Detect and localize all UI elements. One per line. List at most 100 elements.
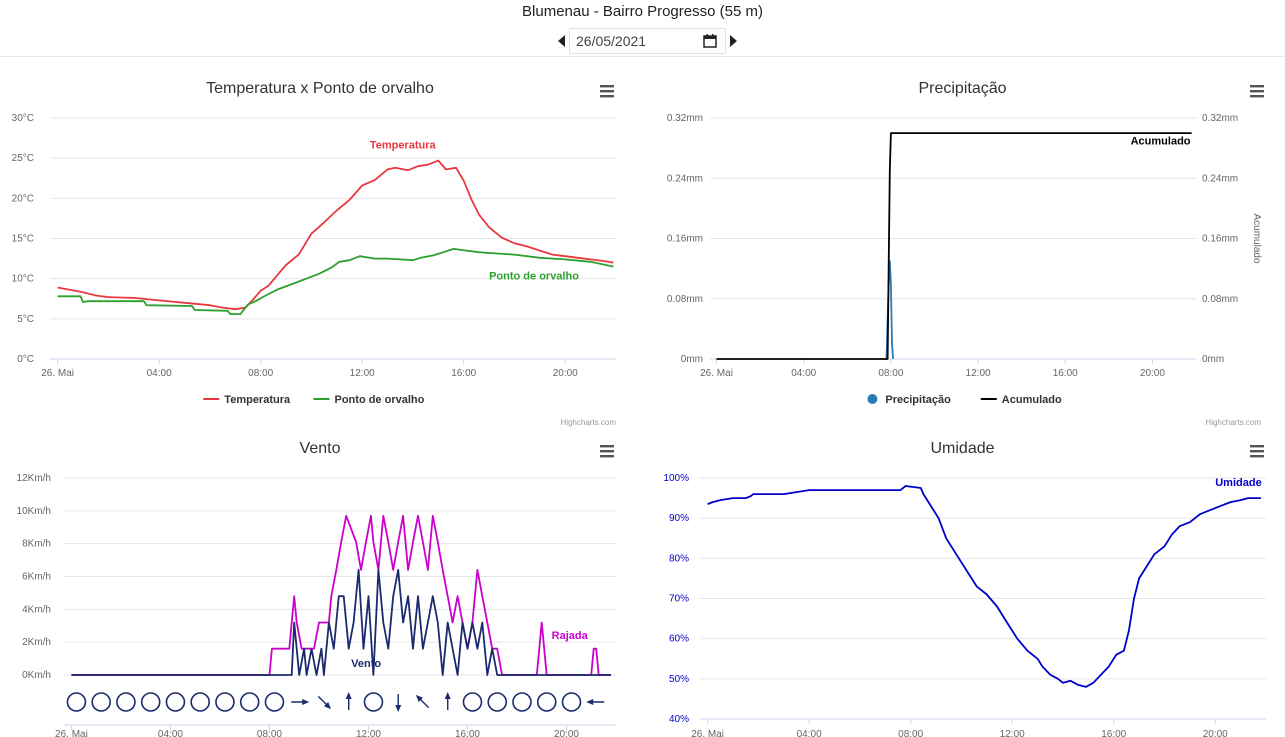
y-tick-label: 0.24mm bbox=[667, 173, 703, 184]
chart-title: Umidade bbox=[930, 440, 994, 457]
chart-menu-icon[interactable] bbox=[600, 85, 614, 98]
calm-wind-icon bbox=[190, 692, 210, 712]
chart-menu-icon[interactable] bbox=[1250, 85, 1264, 98]
highcharts-credits: Highcharts.com bbox=[1205, 418, 1261, 427]
legend-item[interactable]: Ponto de orvalho bbox=[313, 394, 425, 406]
series-label: Ponto de orvalho bbox=[489, 270, 579, 282]
previous-day-button[interactable] bbox=[555, 31, 569, 51]
legend-item[interactable]: Acumulado bbox=[980, 394, 1062, 406]
y-tick-label: 5°C bbox=[17, 314, 34, 325]
caret-right-icon bbox=[730, 35, 737, 47]
wind-arrow-icon bbox=[444, 692, 451, 710]
calm-wind-icon bbox=[264, 692, 285, 712]
legend-label: Ponto de orvalho bbox=[335, 394, 425, 406]
calendar-icon[interactable] bbox=[703, 34, 717, 48]
y2-tick-label: 0.16mm bbox=[1202, 234, 1238, 245]
calm-wind-icon bbox=[91, 692, 111, 712]
wind-arrow-icon bbox=[395, 694, 402, 712]
chart-menu-icon[interactable] bbox=[600, 445, 614, 458]
y-tick-label: 30°C bbox=[12, 113, 34, 124]
series-label: Vento bbox=[351, 658, 381, 670]
series-label: Acumulado bbox=[1131, 135, 1191, 147]
legend-item[interactable]: Precipitação bbox=[867, 394, 951, 406]
chart-menu-icon[interactable] bbox=[1250, 445, 1264, 458]
legend-item[interactable]: Temperatura bbox=[203, 394, 291, 406]
y-tick-label: 60% bbox=[669, 634, 689, 645]
temperature-chart: Temperatura x Ponto de orvalho 0°C 5°C 10°C… bbox=[0, 58, 640, 430]
y2-axis-title: Acumulado bbox=[1251, 213, 1262, 263]
y-tick-label: 80% bbox=[669, 553, 689, 564]
calm-wind-icon bbox=[487, 692, 508, 712]
legend-label: Temperatura bbox=[224, 394, 291, 406]
precipitation-chart: Precipitação 0mm 0mm 0.08mm 0.08mm 0.16mm 0.16… bbox=[640, 58, 1285, 430]
wind-arrow-icon bbox=[317, 695, 332, 710]
y-tick-label: 0mm bbox=[681, 354, 703, 365]
wind-chart: Vento 0Km/h 2Km/h 4Km/h 6Km/h 8Km/h 10Km/h 12Km… bbox=[0, 430, 640, 737]
chart-title: Precipitação bbox=[918, 80, 1006, 97]
y-tick-label: 0°C bbox=[17, 354, 34, 365]
wind-direction-row bbox=[66, 692, 605, 712]
y-tick-label: 8Km/h bbox=[22, 539, 51, 550]
x-tick-label: 26. Mai bbox=[41, 368, 74, 379]
y-tick-label: 15°C bbox=[12, 234, 34, 245]
y-tick-label: 0Km/h bbox=[22, 670, 51, 681]
station-title: Blumenau - Bairro Progresso (55 m) bbox=[522, 3, 763, 20]
y-tick-label: 0.16mm bbox=[667, 234, 703, 245]
y-tick-label: 70% bbox=[669, 594, 689, 605]
y-tick-label: 0.08mm bbox=[667, 294, 703, 305]
y2-tick-label: 0mm bbox=[1202, 354, 1224, 365]
wind-arrow-icon bbox=[291, 699, 310, 705]
wind-arrow-icon bbox=[415, 694, 430, 709]
series-label: Temperatura bbox=[370, 140, 437, 152]
series-temperatura bbox=[57, 159, 614, 311]
y-tick-label: 90% bbox=[669, 513, 689, 524]
y2-tick-label: 0.08mm bbox=[1202, 294, 1238, 305]
calm-wind-icon bbox=[462, 692, 483, 712]
x-tick-label: 08:00 bbox=[878, 368, 903, 379]
wind-arrow-icon bbox=[345, 692, 352, 710]
y-tick-label: 10Km/h bbox=[17, 506, 51, 517]
x-tick-label: 26. Mai bbox=[700, 368, 733, 379]
humidity-chart: Umidade 40% 50% 60% 70% 80% 90% 100% 26. Mai 04:0… bbox=[640, 430, 1285, 737]
series-line bbox=[57, 159, 614, 311]
calm-wind-icon bbox=[165, 692, 186, 712]
chart-title: Vento bbox=[300, 440, 341, 457]
y-tick-label: 6Km/h bbox=[22, 572, 51, 583]
y-tick-label: 2Km/h bbox=[22, 637, 51, 648]
x-tick-label: 12:00 bbox=[356, 729, 381, 737]
date-field[interactable] bbox=[569, 28, 726, 54]
calm-wind-icon bbox=[239, 692, 260, 712]
x-tick-label: 26. Mai bbox=[55, 729, 88, 737]
y-tick-label: 4Km/h bbox=[22, 604, 51, 615]
x-tick-label: 20:00 bbox=[1140, 368, 1165, 379]
calm-wind-icon bbox=[116, 692, 136, 712]
legend-label: Precipitação bbox=[885, 394, 951, 406]
y-tick-label: 40% bbox=[669, 714, 689, 725]
next-day-button[interactable] bbox=[726, 31, 740, 51]
date-input[interactable] bbox=[576, 33, 696, 49]
x-tick-label: 12:00 bbox=[966, 368, 991, 379]
wind-arrow-icon bbox=[586, 699, 605, 705]
x-tick-label: 08:00 bbox=[898, 729, 923, 737]
x-tick-label: 04:00 bbox=[791, 368, 816, 379]
y-tick-label: 12Km/h bbox=[17, 473, 51, 484]
calm-wind-icon bbox=[215, 692, 235, 712]
x-tick-label: 08:00 bbox=[248, 368, 273, 379]
x-tick-label: 16:00 bbox=[451, 368, 476, 379]
x-tick-label: 16:00 bbox=[455, 729, 480, 737]
calm-wind-icon bbox=[561, 692, 582, 712]
series-line bbox=[716, 132, 1192, 360]
y2-tick-label: 0.32mm bbox=[1202, 113, 1238, 124]
series-ponto-de-orvalho bbox=[57, 248, 614, 315]
series-label: Rajada bbox=[552, 630, 589, 642]
x-tick-label: 12:00 bbox=[350, 368, 375, 379]
x-tick-label: 08:00 bbox=[257, 729, 282, 737]
y2-tick-label: 0.24mm bbox=[1202, 173, 1238, 184]
highcharts-credits: Highcharts.com bbox=[560, 418, 616, 427]
series-umidade bbox=[707, 485, 1261, 688]
x-tick-label: 20:00 bbox=[554, 729, 579, 737]
series-line bbox=[707, 485, 1261, 688]
date-navigator bbox=[555, 28, 740, 54]
chart-legend: Precipitação Acumulado bbox=[867, 394, 1062, 406]
y-tick-label: 10°C bbox=[12, 274, 34, 285]
